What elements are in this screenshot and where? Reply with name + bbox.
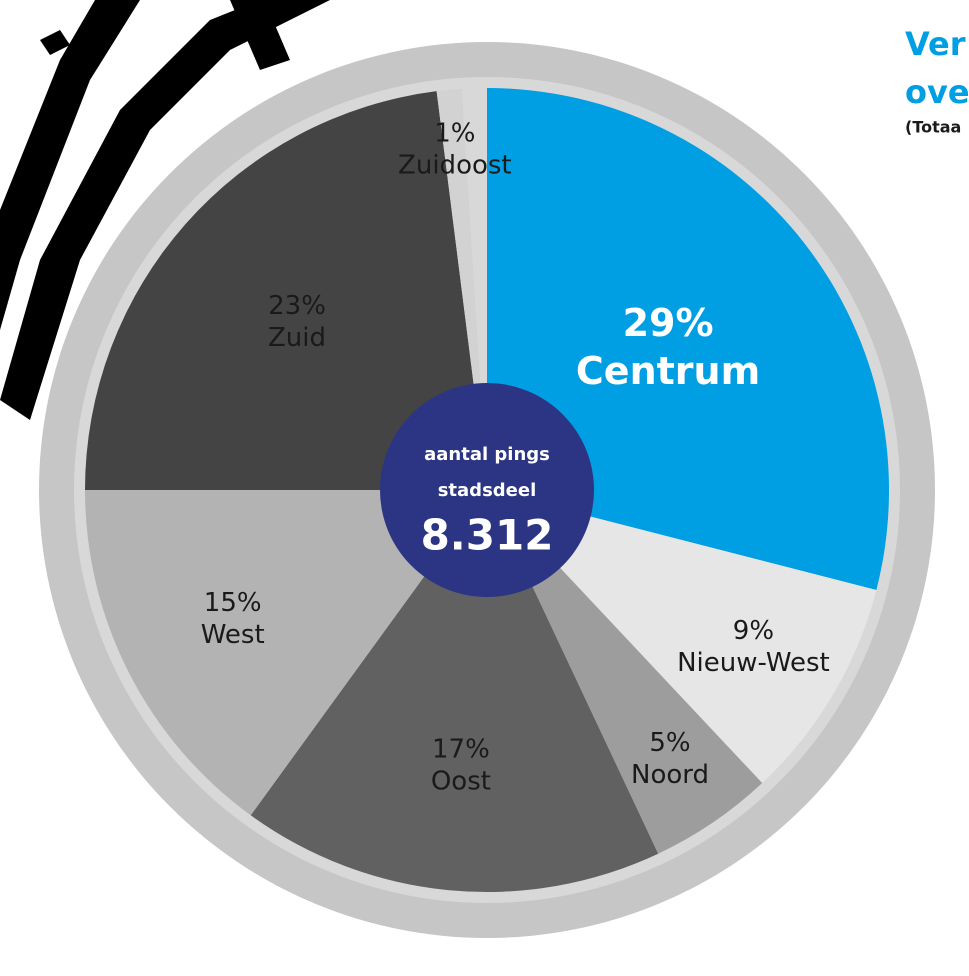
category-label: Zuidoost	[398, 150, 512, 180]
center-circle	[380, 383, 594, 597]
center-value: 8.312	[421, 511, 554, 560]
category-label: Noord	[631, 760, 709, 790]
center-label: aantal pings	[424, 444, 550, 465]
pie-slice	[85, 91, 487, 490]
category-label: West	[201, 620, 265, 650]
center-label: stadsdeel	[438, 480, 537, 501]
data-label: 17%	[432, 735, 490, 765]
category-label: Nieuw-West	[677, 648, 830, 678]
pie-slice	[250, 490, 659, 893]
category-label: Oost	[431, 767, 491, 797]
pie-slice	[85, 490, 487, 816]
data-label: 5%	[649, 728, 690, 758]
data-label: 9%	[733, 616, 774, 646]
chart-subtitle: (Totaa	[905, 118, 961, 137]
data-label: 15%	[204, 588, 262, 618]
category-label: Zuid	[268, 323, 326, 353]
data-label: 23%	[268, 291, 326, 321]
pie-slice	[487, 490, 877, 784]
data-label: 29%	[623, 301, 714, 345]
category-label: Centrum	[576, 349, 760, 393]
chart-title: Ver	[905, 25, 966, 63]
chart-title: ove	[905, 73, 969, 111]
data-label: 1%	[434, 118, 475, 148]
pie-slice	[487, 490, 763, 854]
map-decoration	[0, 0, 330, 420]
